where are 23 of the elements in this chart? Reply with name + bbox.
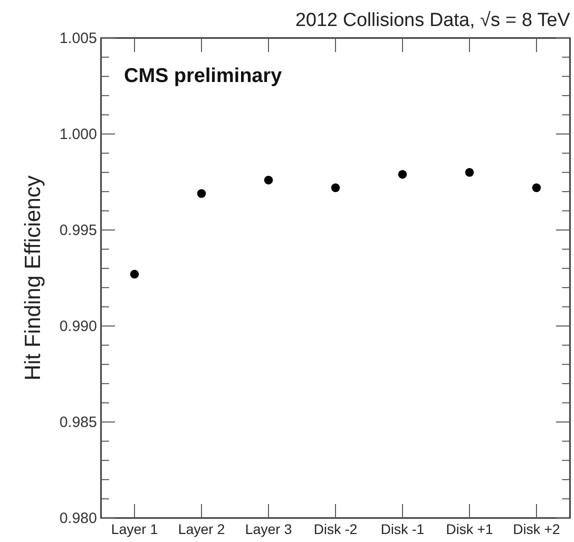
point [130,270,139,279]
annotation: CMS preliminary [124,65,283,87]
x-tick-label: Disk +2 [512,520,560,537]
x-tick-label: Layer 1 [111,520,158,537]
x-tick-label: Disk -2 [314,520,358,537]
y-tick-label: 1.000 [59,126,97,143]
x-tick-label: Layer 2 [178,520,226,537]
point [331,183,340,192]
y-tick-label: 0.990 [59,318,97,335]
y-tick-label: 0.985 [59,414,97,431]
x-tick-label: Disk +1 [446,520,494,537]
y-tick-label: 1.005 [59,30,97,47]
point [197,189,206,198]
y-axis-title: Hit Finding Efficiency [20,175,45,381]
point [465,168,474,177]
x-tick-label: Layer 3 [245,520,292,537]
x-tick-label: Disk -1 [380,520,424,537]
point [398,170,407,179]
point [264,176,273,184]
y-tick-label: 0.980 [59,510,97,527]
y-tick-label: 0.995 [59,222,97,239]
point [532,183,541,192]
chart-title: 2012 Collisions Data, √s = 8 TeV [295,10,570,31]
